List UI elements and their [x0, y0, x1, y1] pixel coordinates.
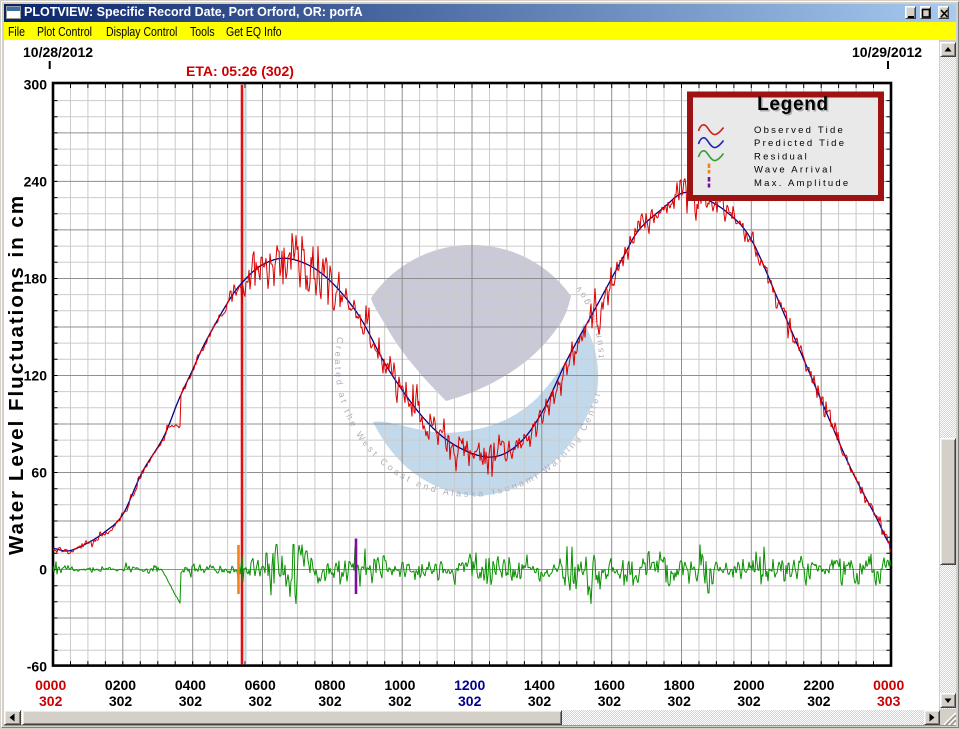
svg-text:Residual: Residual	[754, 151, 809, 162]
svg-text:ETA: 05:26 (302): ETA: 05:26 (302)	[186, 63, 294, 79]
svg-text:0000: 0000	[35, 677, 66, 693]
svg-text:302: 302	[458, 693, 482, 709]
svg-text:302: 302	[39, 693, 63, 709]
svg-text:1200: 1200	[454, 677, 485, 693]
svg-text:302: 302	[109, 693, 133, 709]
svg-text:0400: 0400	[175, 677, 206, 693]
svg-text:302: 302	[179, 693, 203, 709]
svg-text:0: 0	[39, 562, 47, 578]
svg-text:302: 302	[668, 693, 692, 709]
svg-text:302: 302	[807, 693, 831, 709]
svg-text:0600: 0600	[245, 677, 276, 693]
svg-text:302: 302	[318, 693, 342, 709]
svg-text:2200: 2200	[803, 677, 834, 693]
svg-text:Observed Tide: Observed Tide	[754, 125, 845, 136]
svg-text:Legend: Legend	[759, 96, 831, 117]
svg-text:120: 120	[24, 368, 48, 384]
svg-text:302: 302	[249, 693, 273, 709]
svg-text:302: 302	[737, 693, 761, 709]
svg-text:1000: 1000	[384, 677, 415, 693]
svg-text:10/28/2012: 10/28/2012	[23, 44, 93, 60]
svg-text:10/29/2012: 10/29/2012	[852, 44, 922, 60]
svg-text:300: 300	[24, 76, 48, 92]
svg-text:-60: -60	[27, 659, 47, 675]
svg-text:Water Level Fluctuations in cm: Water Level Fluctuations in cm	[5, 194, 28, 555]
svg-text:60: 60	[31, 465, 47, 481]
svg-text:Wave Arrival: Wave Arrival	[754, 165, 834, 176]
svg-text:1400: 1400	[524, 677, 555, 693]
svg-text:180: 180	[24, 271, 48, 287]
svg-text:303: 303	[877, 693, 901, 709]
svg-text:0000: 0000	[873, 677, 904, 693]
svg-text:Predicted Tide: Predicted Tide	[754, 138, 846, 149]
svg-text:302: 302	[598, 693, 622, 709]
svg-text:1600: 1600	[594, 677, 625, 693]
svg-text:0800: 0800	[314, 677, 345, 693]
svg-text:240: 240	[24, 173, 48, 189]
svg-text:Legend: Legend	[757, 94, 829, 115]
svg-text:302: 302	[528, 693, 552, 709]
svg-text:Max. Amplitude: Max. Amplitude	[754, 178, 850, 189]
svg-text:2000: 2000	[733, 677, 764, 693]
svg-text:0200: 0200	[105, 677, 136, 693]
svg-text:1800: 1800	[664, 677, 695, 693]
svg-text:302: 302	[388, 693, 412, 709]
